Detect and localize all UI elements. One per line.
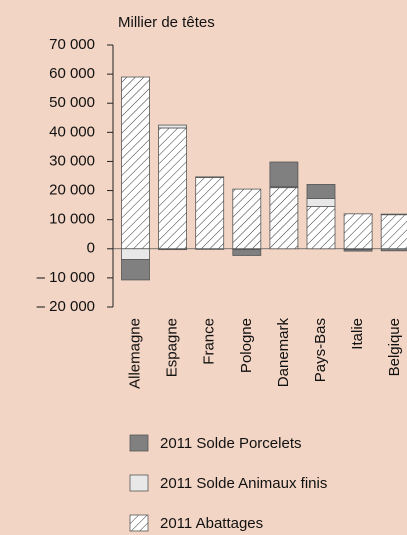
legend-swatch	[129, 434, 149, 452]
chart-title: Millier de têtes	[118, 14, 215, 31]
bar-segment	[121, 259, 150, 281]
bar-segment	[232, 188, 262, 250]
x-tick-label: Pologne	[238, 318, 255, 373]
legend-label: 2011 Solde Animaux finis	[160, 475, 327, 492]
x-tick-label: France	[201, 318, 218, 365]
bar-segment	[158, 248, 188, 251]
bar-segment	[269, 187, 299, 250]
bar-segment	[195, 177, 225, 250]
legend-label: 2011 Abattages	[160, 515, 263, 532]
bar-segment	[195, 176, 225, 178]
y-tick-label: 50 000	[49, 94, 95, 111]
y-tick-label: 0	[87, 240, 95, 257]
y-tick-label: 30 000	[49, 152, 95, 169]
bar-segment	[343, 213, 373, 250]
x-tick-label: Belgique	[386, 318, 403, 376]
bar-segment	[158, 127, 188, 250]
y-tick-label: 40 000	[49, 123, 95, 140]
bar-segment	[121, 248, 150, 260]
bar-segment	[306, 184, 336, 199]
bar-segment	[380, 214, 407, 250]
y-tick-label: 60 000	[49, 65, 95, 82]
x-tick-label: Pays-Bas	[312, 318, 329, 382]
x-tick-label: Espagne	[164, 318, 181, 377]
bar-segment	[380, 248, 407, 252]
x-tick-label: Allemagne	[126, 318, 143, 389]
legend-swatch	[129, 474, 149, 492]
bar-segment	[195, 248, 225, 250]
bar-segment	[343, 249, 373, 252]
y-tick-label: 10 000	[49, 211, 95, 228]
legend-label: 2011 Solde Porcelets	[160, 435, 301, 452]
y-tick-label: – 10 000	[37, 269, 95, 286]
bar-segment	[269, 161, 299, 188]
x-tick-label: Italie	[349, 318, 366, 350]
y-tick-label: 20 000	[49, 182, 95, 199]
bar-segment	[306, 206, 336, 250]
bar-segment	[380, 213, 407, 216]
x-tick-label: Danemark	[275, 318, 292, 388]
bar-segment	[306, 198, 336, 207]
bar-segment	[232, 249, 262, 256]
legend-swatch	[129, 514, 149, 532]
bar-segment	[158, 124, 188, 129]
y-tick-label: 70 000	[49, 36, 95, 53]
bar-segment	[121, 76, 150, 250]
y-tick-label: – 20 000	[37, 298, 95, 315]
